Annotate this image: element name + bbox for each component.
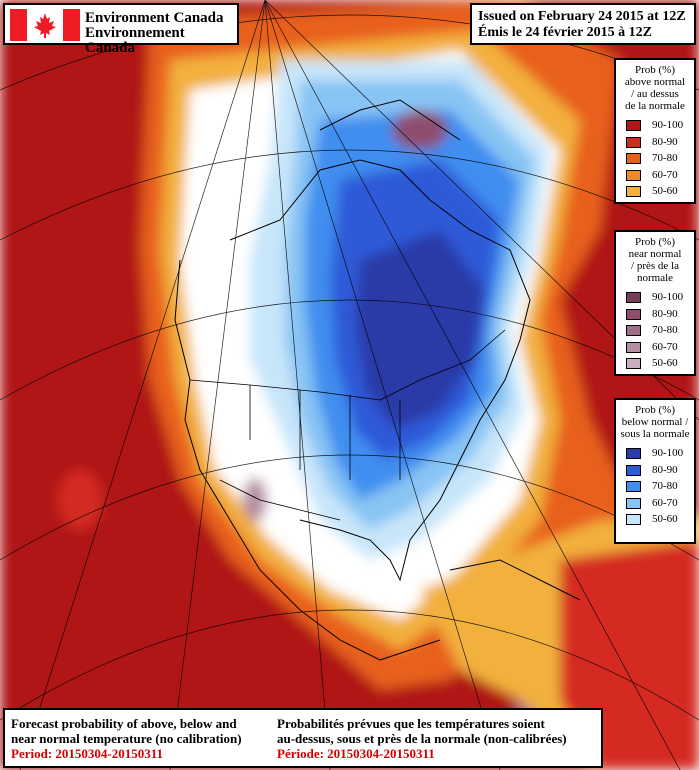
legend-label: 80-90 (652, 307, 678, 320)
legend-swatch (626, 292, 641, 303)
legend-item: 60-70 (616, 496, 694, 513)
legend-swatch (626, 169, 641, 181)
period-fr: Période: 20150304-20150311 (277, 746, 435, 761)
legend-item: 70-80 (616, 323, 694, 340)
caption-en: Forecast probability of above, below and… (11, 716, 242, 761)
legend-swatch (626, 497, 641, 509)
caption-line: / près de la (631, 260, 679, 272)
legend-item: 70-80 (616, 151, 694, 168)
legend-item: 90-100 (616, 290, 694, 307)
legend-label: 60-70 (652, 168, 678, 181)
legend-label: 70-80 (652, 324, 678, 336)
caption-line: normale (636, 272, 674, 284)
legend-label: 80-90 (652, 135, 678, 148)
legend-item: 60-70 (616, 340, 694, 357)
legend-label: 90-100 (652, 447, 684, 459)
org-name-en: Environment Canada (85, 10, 224, 26)
legend-label: 80-90 (652, 463, 678, 476)
legend-title: Prob (%) near normal / près de la normale (616, 232, 694, 290)
legend-swatch (626, 153, 641, 164)
legend-title: Prob (%) below normal / sous la normale (616, 400, 694, 446)
legend-item: 50-60 (616, 512, 694, 529)
issue-date-box: Issued on February 24 2015 at 12Z Émis l… (470, 3, 696, 45)
legend-item: 80-90 (616, 463, 694, 480)
legend-swatch (626, 481, 641, 492)
legend-item: 80-90 (616, 307, 694, 324)
legend-item: 50-60 (616, 356, 694, 373)
legend-label: 70-80 (652, 480, 678, 492)
canada-flag-icon (10, 9, 80, 41)
legend-swatch (626, 341, 641, 353)
legend-swatch (626, 136, 641, 148)
legend-swatch (626, 325, 641, 336)
legend-title: Prob (%) above normal / au dessus de la nor… (616, 60, 694, 118)
legend-below-normal: Prob (%) below normal / sous la normale 90… (614, 398, 696, 544)
legend-item: 90-100 (616, 118, 694, 135)
legend-swatch (626, 186, 641, 197)
org-name-fr: Environnement Canada (85, 25, 185, 56)
caption-line: Prob (%) (634, 236, 676, 248)
caption-line: Prob (%) (634, 64, 676, 76)
caption-line: Forecast probability of above, below and (11, 716, 237, 731)
legend-swatch (626, 358, 641, 369)
caption-line: below normal / (621, 416, 689, 428)
legend-label: 50-60 (652, 513, 678, 525)
legend-label: 70-80 (652, 152, 678, 164)
caption-line: au-dessus, sous et près de la normale (n… (277, 731, 567, 746)
caption-line: Prob (%) (634, 404, 676, 416)
legend-swatch (626, 120, 641, 131)
legend-label: 90-100 (652, 119, 684, 131)
map-coastlines (174, 99, 581, 661)
caption-line: near normal temperature (no calibration) (11, 731, 242, 746)
legend-label: 90-100 (652, 291, 684, 303)
legend-label: 60-70 (652, 496, 678, 509)
caption-line: de la normale (625, 100, 685, 112)
period-en: Period: 20150304-20150311 (11, 746, 164, 761)
legend-swatch (626, 464, 641, 476)
issued-fr: Émis le 24 février 2015 à 12Z (478, 25, 652, 40)
org-logo-box: Environment Canada Environnement Canada (3, 3, 239, 56)
caption-line: Probabilités prévues que les température… (277, 716, 545, 731)
legend-swatch (626, 514, 641, 525)
caption-line: sous la normale (620, 428, 690, 440)
legend-swatch (626, 448, 641, 459)
legend-label: 50-60 (652, 185, 678, 197)
legend-item: 50-60 (616, 184, 694, 201)
caption-fr: Probabilités prévues que les température… (277, 716, 567, 761)
caption-line: near normal (628, 248, 682, 260)
legend-above-normal: Prob (%) above normal / au dessus de la nor… (614, 58, 696, 204)
issued-en: Issued on February 24 2015 at 12Z (478, 9, 686, 24)
caption-line: / au dessus (631, 88, 679, 100)
legend-item: 70-80 (616, 479, 694, 496)
legend-label: 50-60 (652, 357, 678, 369)
map-borders (189, 329, 506, 521)
footer-caption: Forecast probability of above, below and… (3, 708, 603, 768)
legend-item: 60-70 (616, 168, 694, 185)
legend-swatch (626, 308, 641, 320)
legend-label: 60-70 (652, 340, 678, 353)
legend-near-normal: Prob (%) near normal / près de la normale 9… (614, 230, 696, 376)
legend-item: 80-90 (616, 135, 694, 152)
caption-line: above normal (624, 76, 686, 88)
legend-item: 90-100 (616, 446, 694, 463)
